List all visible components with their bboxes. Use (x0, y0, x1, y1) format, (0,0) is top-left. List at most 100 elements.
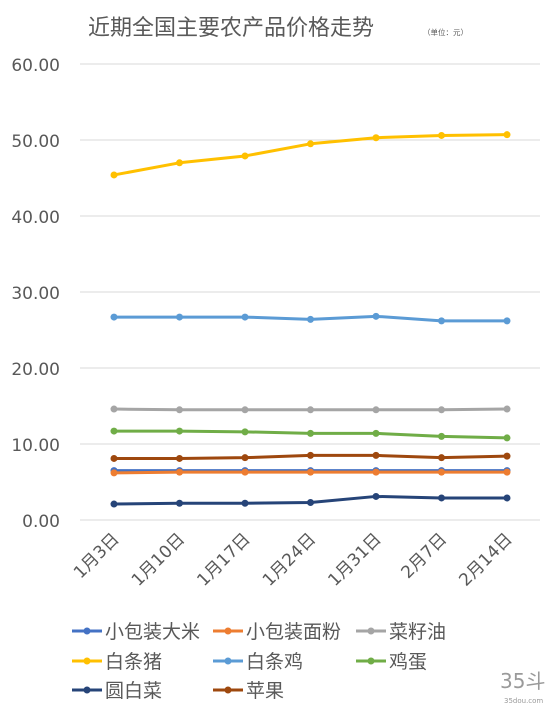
data-point (241, 406, 249, 414)
chart-title: 近期全国主要农产品价格走势 (88, 16, 374, 41)
data-point (438, 131, 445, 139)
data-point (372, 429, 380, 437)
data-point (176, 499, 183, 507)
legend-label: 小包装大米 (105, 621, 200, 643)
data-point (372, 451, 380, 459)
legend-label: 小包装面粉 (246, 621, 341, 643)
series-2 (110, 405, 511, 414)
data-point (372, 312, 380, 320)
series-1 (110, 468, 511, 477)
series-3 (110, 131, 511, 179)
data-point (307, 499, 314, 507)
legend-item: 菜籽油 (356, 621, 446, 643)
data-point (503, 434, 511, 442)
data-point (176, 468, 183, 476)
watermark-logo: 35斗 (500, 669, 545, 693)
data-point (438, 468, 445, 476)
gridlines (80, 63, 540, 521)
x-tick-label: 2月14日 (455, 529, 516, 590)
data-point (241, 454, 249, 462)
y-tick-label: 40.00 (11, 208, 60, 228)
data-point (372, 134, 380, 142)
data-point (176, 159, 183, 167)
y-tick-label: 60.00 (11, 56, 60, 76)
y-tick-label: 10.00 (11, 436, 60, 456)
watermark-url: 35dou.com (504, 697, 543, 705)
legend-swatch-marker (224, 686, 232, 694)
data-point (372, 406, 380, 414)
data-point (372, 492, 380, 500)
legend-swatch-marker (224, 657, 232, 665)
data-point (241, 428, 249, 436)
legend-label: 菜籽油 (389, 621, 446, 643)
data-point (503, 317, 511, 325)
data-point (307, 140, 314, 148)
data-point (438, 317, 445, 325)
data-point (307, 429, 314, 437)
data-point (503, 494, 511, 502)
y-tick-label: 20.00 (11, 360, 60, 380)
x-tick-label: 1月3日 (70, 529, 123, 582)
legend-item: 白条猪 (72, 651, 162, 673)
legend-swatch-marker (83, 627, 91, 635)
watermark: 35斗 35dou.com (500, 669, 545, 705)
series-5 (110, 427, 511, 442)
legend-item: 白条鸡 (213, 651, 303, 673)
x-tick-label: 1月10日 (128, 529, 189, 590)
legend-label: 鸡蛋 (389, 651, 427, 673)
y-tick-label: 50.00 (11, 132, 60, 152)
legend-swatch-marker (367, 657, 375, 665)
data-point (110, 313, 118, 321)
series-4 (110, 312, 511, 325)
series-lines (110, 131, 511, 508)
series-6 (110, 492, 511, 508)
x-tick-label: 2月7日 (398, 529, 451, 582)
data-point (438, 494, 445, 502)
data-point (176, 454, 183, 462)
legend-swatch-marker (367, 627, 375, 635)
data-point (503, 405, 511, 413)
data-point (110, 171, 118, 179)
y-axis-tick-labels: 0.00 10.00 20.00 30.00 40.00 50.00 60.00 (11, 56, 60, 532)
data-point (438, 432, 445, 440)
legend-label: 苹果 (246, 680, 284, 702)
y-tick-label: 30.00 (11, 284, 60, 304)
data-point (110, 469, 118, 477)
legend-swatch-marker (224, 627, 232, 635)
chart-title-group: 近期全国主要农产品价格走势 （单位：元） (88, 16, 468, 41)
data-point (176, 406, 183, 414)
x-axis-tick-labels: 1月3日 1月10日 1月17日 1月24日 1月31日 2月7日 2月14日 (70, 529, 516, 590)
data-point (110, 427, 118, 435)
data-point (307, 468, 314, 476)
data-point (241, 468, 249, 476)
data-point (307, 315, 314, 323)
data-point (110, 405, 118, 413)
legend-item: 鸡蛋 (356, 651, 427, 673)
data-point (503, 131, 511, 139)
y-tick-label: 0.00 (22, 512, 60, 532)
x-tick-label: 1月24日 (259, 529, 320, 590)
series-7 (110, 451, 511, 462)
data-point (176, 427, 183, 435)
legend-item: 苹果 (213, 680, 284, 702)
legend-label: 白条鸡 (246, 651, 303, 673)
legend-swatch-marker (83, 657, 91, 665)
legend-label: 白条猪 (105, 651, 162, 673)
data-point (503, 452, 511, 460)
data-point (307, 451, 314, 459)
chart-unit-note: （单位：元） (423, 27, 468, 37)
x-tick-label: 1月31日 (324, 529, 385, 590)
data-point (176, 313, 183, 321)
data-point (503, 468, 511, 476)
data-point (110, 500, 118, 508)
data-point (241, 152, 249, 160)
data-point (438, 406, 445, 414)
data-point (438, 454, 445, 462)
legend-item: 小包装大米 (72, 621, 200, 643)
legend-label: 圆白菜 (105, 680, 162, 702)
legend-item: 小包装面粉 (213, 621, 341, 643)
data-point (372, 468, 380, 476)
